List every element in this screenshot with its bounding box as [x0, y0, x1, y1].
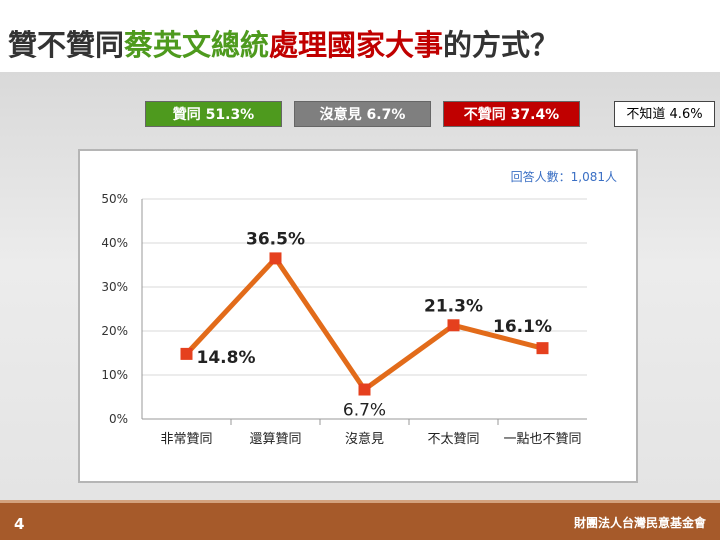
series-line	[184, 255, 544, 393]
x-tick-label: 不太贊同	[427, 432, 479, 447]
data-point-marker	[536, 342, 549, 355]
data-label: 16.1%	[493, 317, 552, 337]
respondent-count: 回答人數：1,081人	[511, 169, 617, 184]
chart-panel: 0% 10% 20% 30% 40% 50% 非常贊同 還算贊同 沒意見 不太贊同 一點也不贊同 回答…	[78, 149, 638, 483]
x-tick-label: 沒意見	[345, 431, 384, 447]
legend-agree: 贊同 51.3%	[145, 101, 282, 127]
title-part-2: 蔡英文總統	[124, 28, 270, 62]
y-tick-label: 0%	[109, 412, 128, 426]
x-tick-label: 還算贊同	[249, 432, 301, 447]
data-label: 14.8%	[197, 348, 256, 368]
y-tick-label: 10%	[101, 368, 128, 382]
title-part-4: 的方式？	[443, 28, 560, 62]
data-label: 21.3%	[424, 296, 483, 316]
data-point-marker	[269, 252, 282, 265]
title-part-1: 贊不贊同	[8, 28, 125, 62]
data-point-marker	[358, 383, 371, 396]
line-chart: 0% 10% 20% 30% 40% 50% 非常贊同 還算贊同 沒意見 不太贊同 一點也不贊同 回答…	[101, 169, 617, 447]
data-label: 6.7%	[343, 401, 386, 421]
x-tick-label: 非常贊同	[160, 432, 212, 447]
legend-no-opinion: 沒意見 6.7%	[294, 101, 431, 127]
y-tick-label: 30%	[101, 280, 128, 294]
page-title: 贊不贊同蔡英文總統處理國家大事的方式？	[8, 22, 559, 64]
y-tick-label: 50%	[101, 192, 128, 206]
legend-disagree: 不贊同 37.4%	[443, 101, 580, 127]
y-tick-label: 20%	[101, 324, 128, 338]
y-tick-label: 40%	[101, 236, 128, 250]
organization-name: 財團法人台灣民意基金會	[573, 516, 706, 530]
page-number: 4	[14, 515, 25, 533]
title-part-3: 處理國家大事	[269, 28, 444, 62]
data-point-marker	[447, 319, 460, 332]
legend-dont-know: 不知道 4.6%	[614, 101, 715, 127]
x-tick-label: 一點也不贊同	[503, 432, 581, 447]
data-point-marker	[180, 347, 193, 360]
footer-bar	[0, 500, 720, 540]
data-label: 36.5%	[246, 229, 305, 249]
